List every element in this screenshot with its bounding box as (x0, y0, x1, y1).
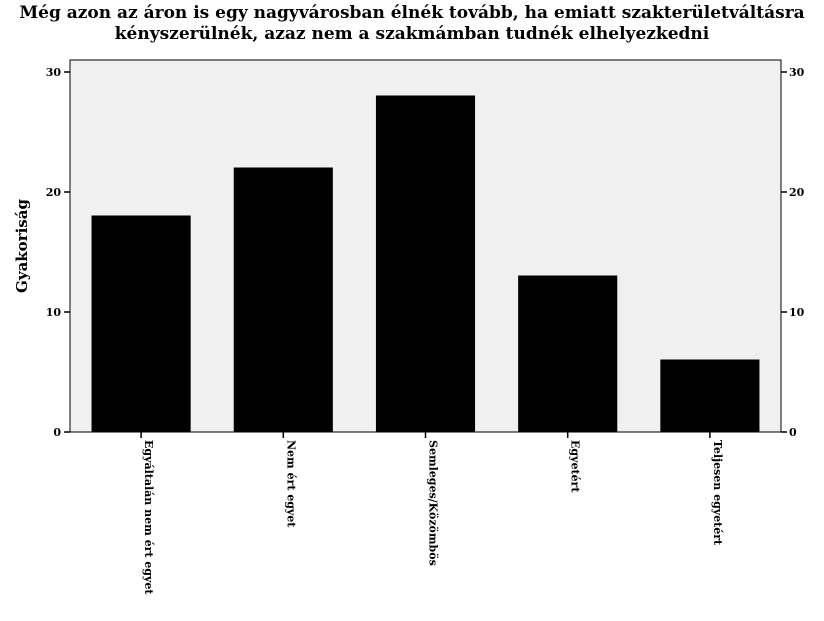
x-tick-label-1: Nem ért egyet (284, 440, 297, 528)
y-tick-label-right-1: 10 (789, 306, 805, 319)
bar-0 (92, 216, 190, 432)
y-tick-label-left-0: 0 (53, 426, 61, 439)
y-tick-label-left-3: 30 (46, 66, 62, 79)
x-tick-label-0: Egyáltalán nem ért egyet (142, 440, 155, 595)
y-axis-right: 0 10 20 30 (781, 66, 805, 439)
y-axis-label: Gyakoriság (13, 199, 31, 293)
x-tick-label-3: Egyetért (569, 440, 582, 493)
x-tick-label-2: Semleges/Közömbös (427, 440, 440, 566)
x-tick-label-4: Teljesen egyetért (711, 440, 724, 546)
bar-1 (234, 168, 332, 432)
bar-3 (519, 276, 617, 432)
x-axis: Egyáltalán nem ért egyet Nem ért egyet Sem… (141, 432, 724, 595)
y-tick-label-left-2: 20 (46, 186, 62, 199)
y-tick-label-right-3: 30 (789, 66, 805, 79)
bar-2 (376, 96, 474, 432)
y-tick-label-right-2: 20 (789, 186, 805, 199)
y-tick-label-left-1: 10 (46, 306, 62, 319)
y-axis-left: 0 10 20 30 (46, 66, 70, 439)
bar-4 (661, 360, 759, 432)
y-tick-label-right-0: 0 (789, 426, 797, 439)
